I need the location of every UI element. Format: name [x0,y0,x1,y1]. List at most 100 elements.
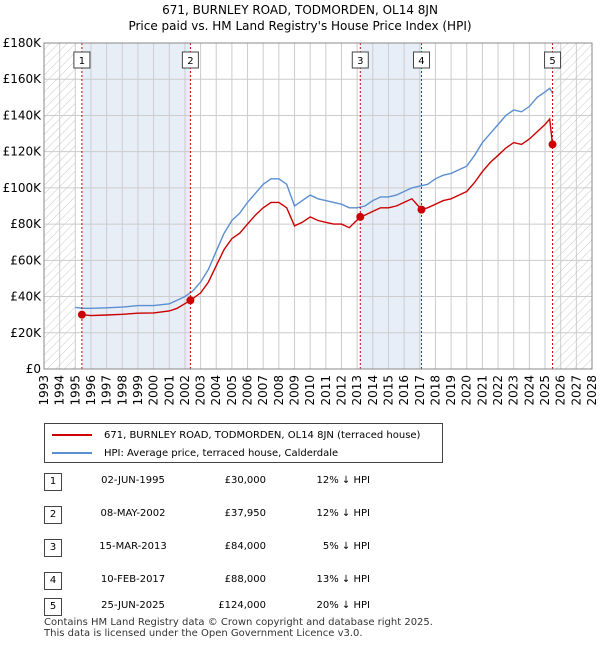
sale-label: 1 [79,56,85,67]
x-tick-label: 2011 [319,375,333,406]
sale-price: £88,000 [224,574,266,585]
y-tick-label: £120K [3,145,43,159]
x-tick-label: 1997 [100,375,114,406]
x-tick-label: 1995 [68,375,82,406]
ownership-band [81,43,191,369]
x-tick-label: 2025 [538,375,552,406]
sale-price: £37,950 [224,508,266,519]
x-tick-label: 2012 [334,375,348,406]
x-tick-label: 2013 [350,375,364,406]
x-tick-label: 2001 [162,375,176,406]
sale-row: 1 02-JUN-1995 £30,000 12% ↓ HPI [44,470,404,491]
sale-number-badge: 1 [44,473,62,491]
sale-label: 3 [357,56,363,67]
legend-label-hpi: HPI: Average price, terraced house, Cald… [104,447,339,459]
x-tick-label: 2014 [366,375,380,406]
x-tick-label: 2027 [569,375,583,406]
y-tick-label: £140K [3,108,43,122]
legend-swatch-property [52,434,92,436]
sale-hpi-diff: 12% ↓ HPI [316,475,370,486]
no-data-region [552,43,592,369]
sale-number-badge: 3 [44,539,62,557]
sale-label: 4 [418,56,424,67]
sale-price: £84,000 [224,541,266,552]
property-series-line [81,117,554,317]
y-tick-label: £180K [3,36,43,50]
hpi-series-line [75,87,554,309]
chart-title: 671, BURNLEY ROAD, TODMORDEN, OL14 8JN [162,3,438,17]
x-tick-label: 2010 [303,375,317,406]
x-tick-label: 2026 [554,375,568,406]
sale-label-box [544,51,562,69]
sale-label-box [181,51,199,69]
sale-row: 3 15-MAR-2013 £84,000 5% ↓ HPI [44,536,404,557]
x-tick-label: 2006 [241,375,255,406]
sale-label-box [412,51,430,69]
sale-number-badge: 2 [44,506,62,524]
x-tick-label: 2000 [147,375,161,406]
sale-label: 2 [187,56,193,67]
x-tick-label: 2018 [428,375,442,406]
sale-row: 4 10-FEB-2017 £88,000 13% ↓ HPI [44,569,404,590]
y-tick-label: £0 [26,362,41,376]
x-tick-label: 1994 [53,375,67,406]
sale-point [417,205,426,214]
y-tick-label: £100K [3,181,43,195]
x-tick-label: 2002 [178,375,192,406]
footer-copyright: Contains HM Land Registry data © Crown c… [44,617,433,628]
x-tick-label: 2022 [491,375,505,406]
x-tick-label: 2009 [288,375,302,406]
sale-number-badge: 5 [44,598,62,616]
x-tick-label: 2019 [444,375,458,406]
sale-price: £30,000 [224,475,266,486]
sale-point [186,296,195,305]
x-tick-label: 2024 [522,375,536,406]
x-tick-label: 2028 [585,375,599,406]
x-tick-label: 2007 [256,375,270,406]
x-tick-label: 2021 [475,375,489,406]
price-chart: 1 2 3 4 5 £0 £20K £40K £60K £80K £100K £120K £140K £… [3,36,599,406]
x-tick-label: 2005 [225,375,239,406]
sale-point [356,212,365,221]
legend-label-property: 671, BURNLEY ROAD, TODMORDEN, OL14 8JN (… [104,429,421,441]
x-tick-label: 2003 [194,375,208,406]
sale-label: 5 [549,56,555,67]
x-tick-label: 1998 [115,375,129,406]
legend-item-property: 671, BURNLEY ROAD, TODMORDEN, OL14 8JN (… [45,426,420,444]
sale-label-box [351,51,369,69]
sale-date: 15-MAR-2013 [99,541,167,552]
sale-date: 08-MAY-2002 [100,508,166,519]
x-tick-label: 1996 [84,375,98,406]
x-tick-label: 2016 [397,375,411,406]
y-tick-label: £80K [10,217,42,231]
sale-hpi-diff: 20% ↓ HPI [316,600,370,611]
chart-subtitle: Price paid vs. HM Land Registry's House … [128,19,472,33]
y-tick-label: £160K [3,72,43,86]
x-tick-label: 2004 [209,375,223,406]
x-tick-label: 2023 [507,375,521,406]
plot-border [43,42,593,370]
sale-number-badge: 4 [44,572,62,590]
y-tick-label: £20K [10,326,42,340]
sale-point [77,310,86,319]
y-tick-label: £60K [10,253,42,267]
x-tick-label: 2017 [413,375,427,406]
y-tick-label: £40K [10,290,42,304]
x-tick-label: 2008 [272,375,286,406]
sale-hpi-diff: 13% ↓ HPI [316,574,370,585]
ownership-band [360,43,422,369]
sale-label-box [73,51,91,69]
x-tick-label: 1999 [131,375,145,406]
sale-row: 2 08-MAY-2002 £37,950 12% ↓ HPI [44,503,404,524]
x-tick-label: 2015 [381,375,395,406]
sale-date: 02-JUN-1995 [101,475,165,486]
sale-price: £124,000 [218,600,266,611]
footer-licence: This data is licensed under the Open Gov… [44,628,363,639]
x-tick-label: 1993 [37,375,51,406]
chart-legend: 671, BURNLEY ROAD, TODMORDEN, OL14 8JN (… [44,423,443,463]
legend-item-hpi: HPI: Average price, terraced house, Cald… [45,444,338,462]
sale-row: 5 25-JUN-2025 £124,000 20% ↓ HPI [44,595,404,616]
legend-swatch-hpi [52,452,92,454]
x-tick-label: 2020 [460,375,474,406]
sale-point [548,140,557,149]
